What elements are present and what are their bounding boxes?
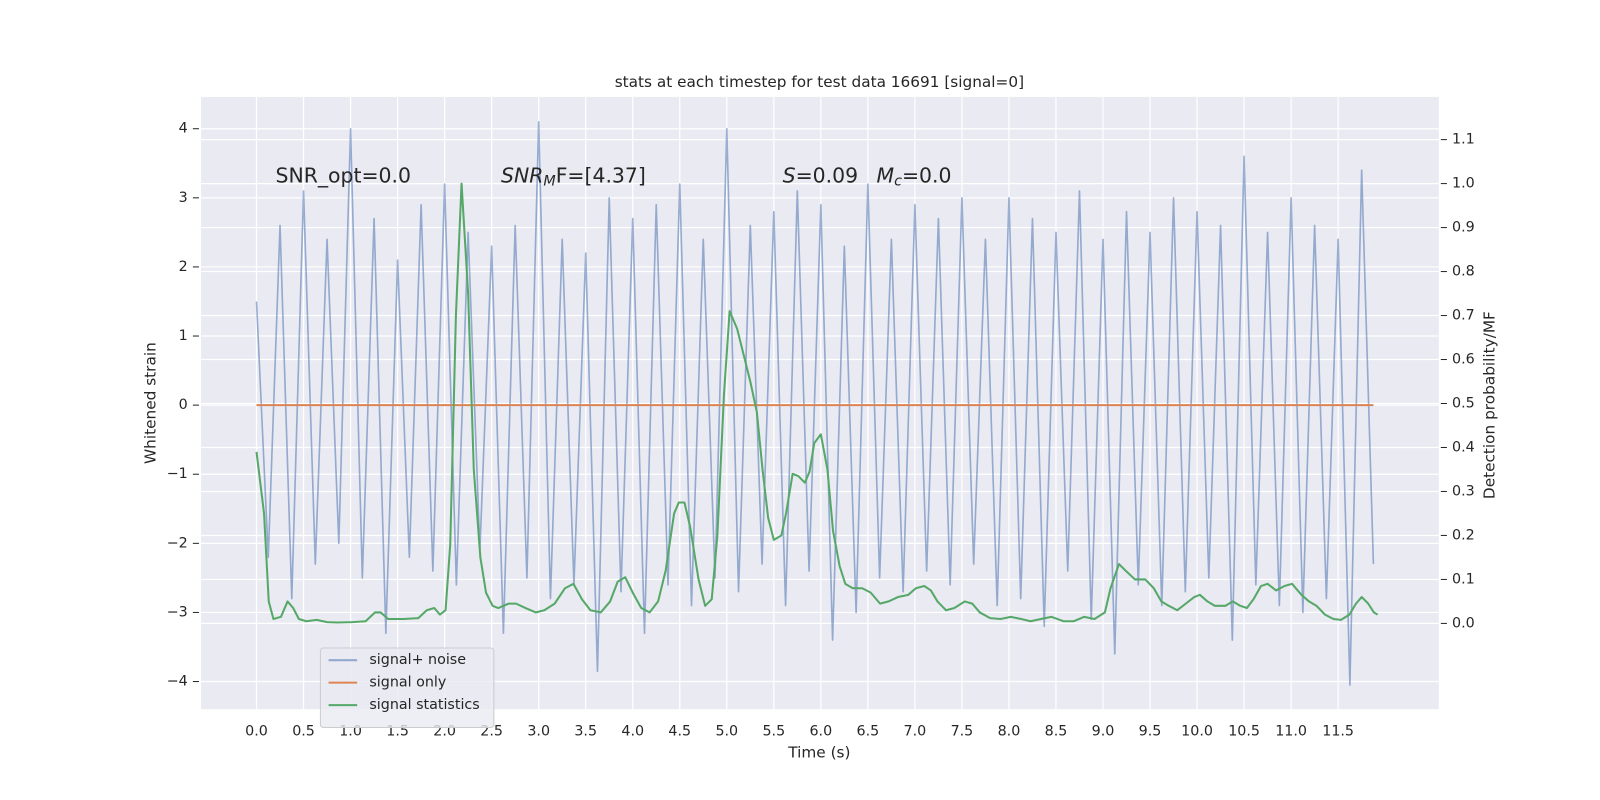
x-tick-label: 0.0: [245, 724, 268, 740]
series-line: [255, 182, 1379, 624]
x-tick-label: 7.0: [904, 724, 927, 740]
annotation-rest: =0.0: [902, 164, 952, 188]
y-tick-label: 2: [179, 259, 188, 275]
x-tick-label: 0.5: [292, 724, 315, 740]
y-tick-label: 1: [179, 328, 188, 344]
x-tick-label: 5.0: [715, 724, 738, 740]
chart-title: stats at each timestep for test data 166…: [615, 73, 1024, 91]
y-tick-label: 4: [179, 121, 188, 137]
x-tick-label: 8.5: [1045, 724, 1068, 740]
y-tick-label: 3: [179, 190, 188, 206]
y2-tick-label: 0.0: [1452, 615, 1475, 631]
axes: 0.0 0.5 1.0 1.5 2.0 2.5 3.0 3.5 4.0 4.5 5.0 5.5 6.0 6…: [167, 121, 1475, 740]
y2-tick-label: 0.7: [1452, 308, 1475, 324]
x-tick-label: 10.0: [1181, 724, 1213, 740]
x-tick-label: 3.0: [527, 724, 550, 740]
annotation-base: S: [783, 164, 796, 188]
y2-axis-label: Detection probability/MF: [1480, 311, 1498, 499]
x-tick-label: 8.0: [998, 724, 1021, 740]
series-line: [255, 120, 1375, 686]
annotation-base: SNR: [501, 164, 543, 188]
marks: [255, 120, 1379, 686]
x-tick-label: 9.5: [1139, 724, 1162, 740]
annotation-sub: c: [894, 174, 902, 190]
y2-tick-label: 0.4: [1452, 439, 1475, 455]
y-tick-label: −4: [167, 674, 188, 690]
annotation-base: SNR_opt=0.0: [276, 164, 412, 189]
legend-label: signal only: [369, 675, 446, 691]
y-tick-label: −2: [167, 535, 188, 551]
y-tick-label: 0: [179, 397, 188, 413]
y-axis-label: Whitened strain: [142, 342, 160, 464]
x-tick-label: 4.5: [668, 724, 691, 740]
y-tick-label: −1: [167, 466, 188, 482]
x-tick-label: 3.5: [574, 724, 597, 740]
annotation: Mc=0.0: [877, 164, 952, 190]
y2-tick-label: 0.6: [1452, 352, 1475, 368]
y2-tick-label: 0.9: [1452, 220, 1475, 236]
y2-tick-label: 0.5: [1452, 396, 1475, 412]
y2-tick-label: 1.1: [1452, 132, 1475, 148]
legend: signal+ noise signal only signal statistic…: [319, 647, 495, 729]
legend-label: signal statistics: [369, 697, 479, 713]
x-tick-label: 11.5: [1322, 724, 1354, 740]
y2-tick-label: 0.8: [1452, 264, 1475, 280]
y-tick-label: −3: [167, 604, 188, 620]
grid: [201, 96, 1439, 710]
y2-tick-label: 0.1: [1452, 571, 1475, 587]
y2-tick-label: 0.3: [1452, 483, 1475, 499]
y2-tick-label: 0.2: [1452, 527, 1475, 543]
x-tick-label: 5.5: [762, 724, 785, 740]
x-tick-label: 7.5: [951, 724, 974, 740]
annotation: S=0.09: [783, 164, 858, 188]
x-tick-label: 6.0: [809, 724, 832, 740]
legend-label: signal+ noise: [369, 652, 466, 668]
x-axis-label: Time (s): [787, 744, 850, 762]
x-tick-label: 6.5: [857, 724, 880, 740]
x-tick-label: 9.0: [1092, 724, 1115, 740]
annotation: SNR_opt=0.0: [276, 164, 412, 189]
x-tick-label: 4.0: [621, 724, 644, 740]
annotation-sub: M: [543, 174, 555, 190]
x-tick-label: 10.5: [1228, 724, 1260, 740]
legend-box: [319, 647, 495, 729]
annotation-base: M: [877, 164, 895, 188]
y2-tick-label: 1.0: [1452, 176, 1475, 192]
annotation: SNRMF=[4.37]: [501, 164, 646, 190]
x-tick-label: 11.0: [1275, 724, 1307, 740]
annotation-rest: F=[4.37]: [556, 164, 646, 188]
annotation-rest: =0.09: [796, 164, 859, 188]
